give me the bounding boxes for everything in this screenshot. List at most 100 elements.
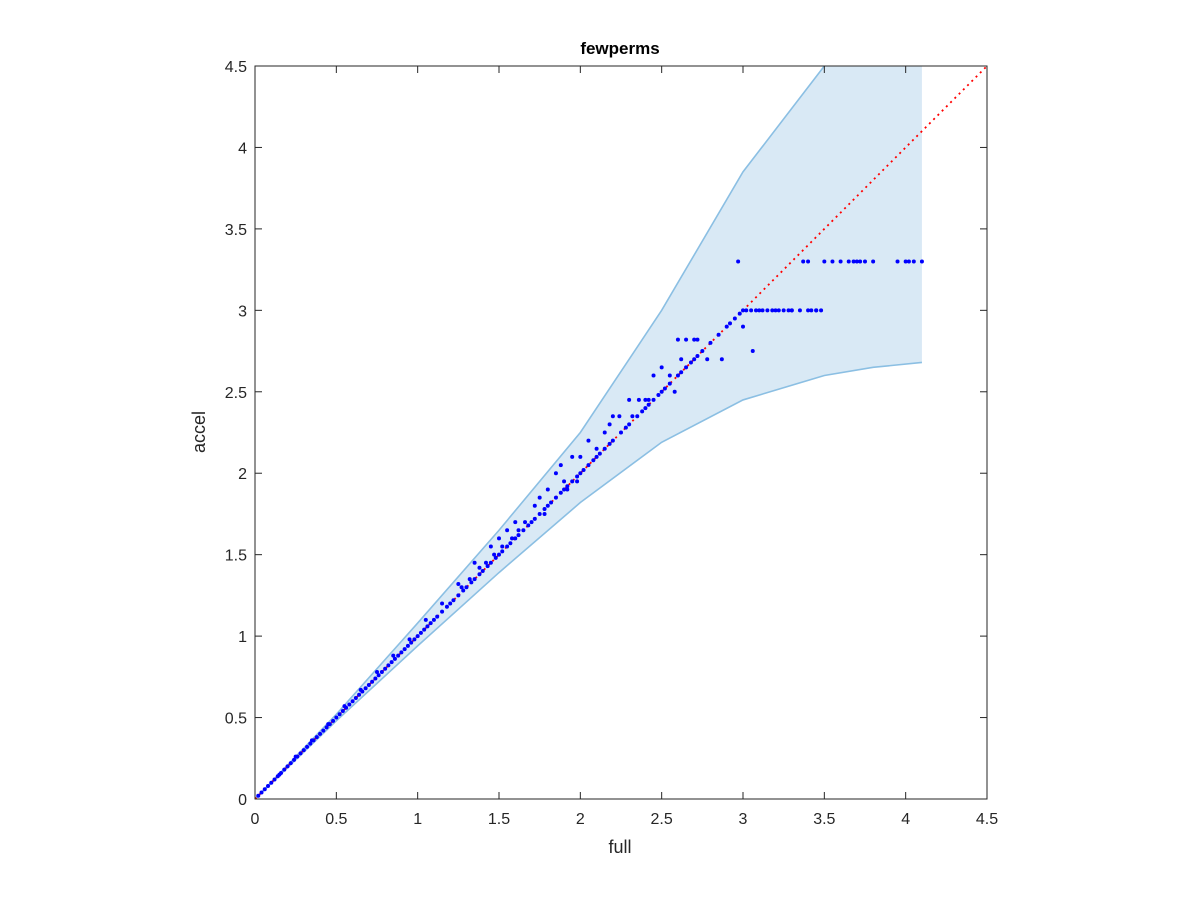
data-point bbox=[357, 692, 362, 697]
x-tick-label: 3 bbox=[739, 811, 748, 828]
data-point bbox=[789, 308, 794, 313]
data-point bbox=[854, 259, 859, 264]
y-tick-label: 0 bbox=[238, 792, 247, 809]
data-point bbox=[314, 735, 319, 740]
data-point bbox=[334, 715, 339, 720]
data-point bbox=[851, 259, 856, 264]
data-point bbox=[586, 438, 591, 443]
data-point bbox=[797, 308, 802, 313]
data-point bbox=[376, 673, 381, 678]
tick-labels: 0 0.5 1 1.5 2 2.5 3 3.5 4 4.5 0 0.5 1 1.5 2 2.5 3 3.5 4 4.5 bbox=[225, 59, 998, 828]
data-point bbox=[565, 487, 570, 492]
data-point bbox=[732, 316, 737, 321]
data-point bbox=[695, 337, 700, 342]
data-point bbox=[298, 751, 303, 756]
data-point bbox=[542, 507, 547, 512]
data-point bbox=[526, 523, 531, 528]
data-point bbox=[776, 308, 781, 313]
data-point bbox=[415, 634, 420, 639]
data-point bbox=[305, 744, 310, 749]
data-point bbox=[347, 702, 352, 707]
data-point bbox=[326, 722, 331, 727]
data-point bbox=[724, 324, 729, 329]
data-point bbox=[508, 541, 513, 546]
data-point bbox=[562, 479, 567, 484]
data-point bbox=[760, 308, 765, 313]
data-point bbox=[516, 533, 521, 538]
data-point bbox=[500, 549, 505, 554]
data-point bbox=[919, 259, 924, 264]
data-point bbox=[597, 451, 602, 456]
data-point bbox=[741, 324, 745, 329]
data-point bbox=[602, 446, 607, 451]
x-tick-label: 0.5 bbox=[325, 811, 347, 828]
data-point bbox=[493, 555, 498, 560]
data-point bbox=[627, 397, 632, 402]
data-point bbox=[469, 580, 474, 585]
data-point bbox=[431, 617, 436, 622]
data-point bbox=[386, 663, 391, 668]
x-tick-label: 1.5 bbox=[488, 811, 510, 828]
data-point bbox=[553, 495, 558, 500]
data-point bbox=[814, 308, 819, 313]
data-point bbox=[513, 536, 518, 541]
data-point bbox=[309, 738, 314, 743]
data-point bbox=[679, 370, 684, 375]
data-point bbox=[773, 308, 778, 313]
data-point bbox=[651, 397, 656, 402]
data-point bbox=[688, 360, 693, 365]
data-point bbox=[895, 259, 900, 264]
data-point bbox=[308, 741, 313, 746]
band-lower-edge bbox=[254, 361, 923, 800]
data-point bbox=[651, 373, 656, 378]
data-point bbox=[542, 511, 547, 516]
data-point bbox=[765, 308, 770, 313]
data-point bbox=[565, 484, 570, 489]
data-point bbox=[373, 676, 378, 681]
data-point bbox=[643, 397, 648, 402]
data-point bbox=[549, 500, 554, 505]
data-point bbox=[903, 259, 908, 264]
data-point bbox=[293, 754, 298, 759]
data-point bbox=[537, 511, 542, 516]
x-tick-label: 2.5 bbox=[651, 811, 673, 828]
data-point bbox=[806, 259, 811, 264]
y-tick-label: 2 bbox=[238, 466, 247, 483]
data-point bbox=[754, 308, 759, 313]
data-point bbox=[656, 393, 661, 398]
data-point bbox=[741, 308, 745, 313]
data-point bbox=[662, 386, 667, 391]
data-point bbox=[684, 365, 689, 370]
data-point bbox=[461, 588, 466, 593]
data-point bbox=[358, 687, 363, 692]
data-point bbox=[562, 487, 567, 492]
data-point bbox=[617, 414, 622, 419]
x-tick-label: 4 bbox=[901, 811, 910, 828]
data-point bbox=[737, 311, 742, 316]
data-point bbox=[277, 772, 282, 777]
y-tick-label: 3.5 bbox=[225, 222, 247, 239]
data-point bbox=[594, 454, 599, 459]
data-point bbox=[736, 259, 741, 264]
data-point bbox=[635, 414, 640, 419]
data-point bbox=[488, 560, 493, 565]
data-point bbox=[464, 585, 469, 590]
data-point bbox=[259, 790, 264, 795]
data-point bbox=[529, 520, 534, 525]
data-point bbox=[272, 777, 277, 782]
data-point bbox=[659, 365, 664, 370]
data-point bbox=[636, 397, 641, 402]
data-point bbox=[492, 552, 497, 557]
data-point bbox=[786, 308, 791, 313]
data-point bbox=[477, 565, 482, 570]
data-point bbox=[640, 409, 645, 414]
data-point bbox=[505, 544, 510, 549]
data-point bbox=[806, 308, 811, 313]
data-point bbox=[488, 544, 493, 549]
data-point bbox=[610, 414, 615, 419]
data-point bbox=[591, 458, 596, 463]
data-point bbox=[781, 308, 786, 313]
data-point bbox=[521, 528, 526, 533]
data-point bbox=[266, 783, 271, 788]
